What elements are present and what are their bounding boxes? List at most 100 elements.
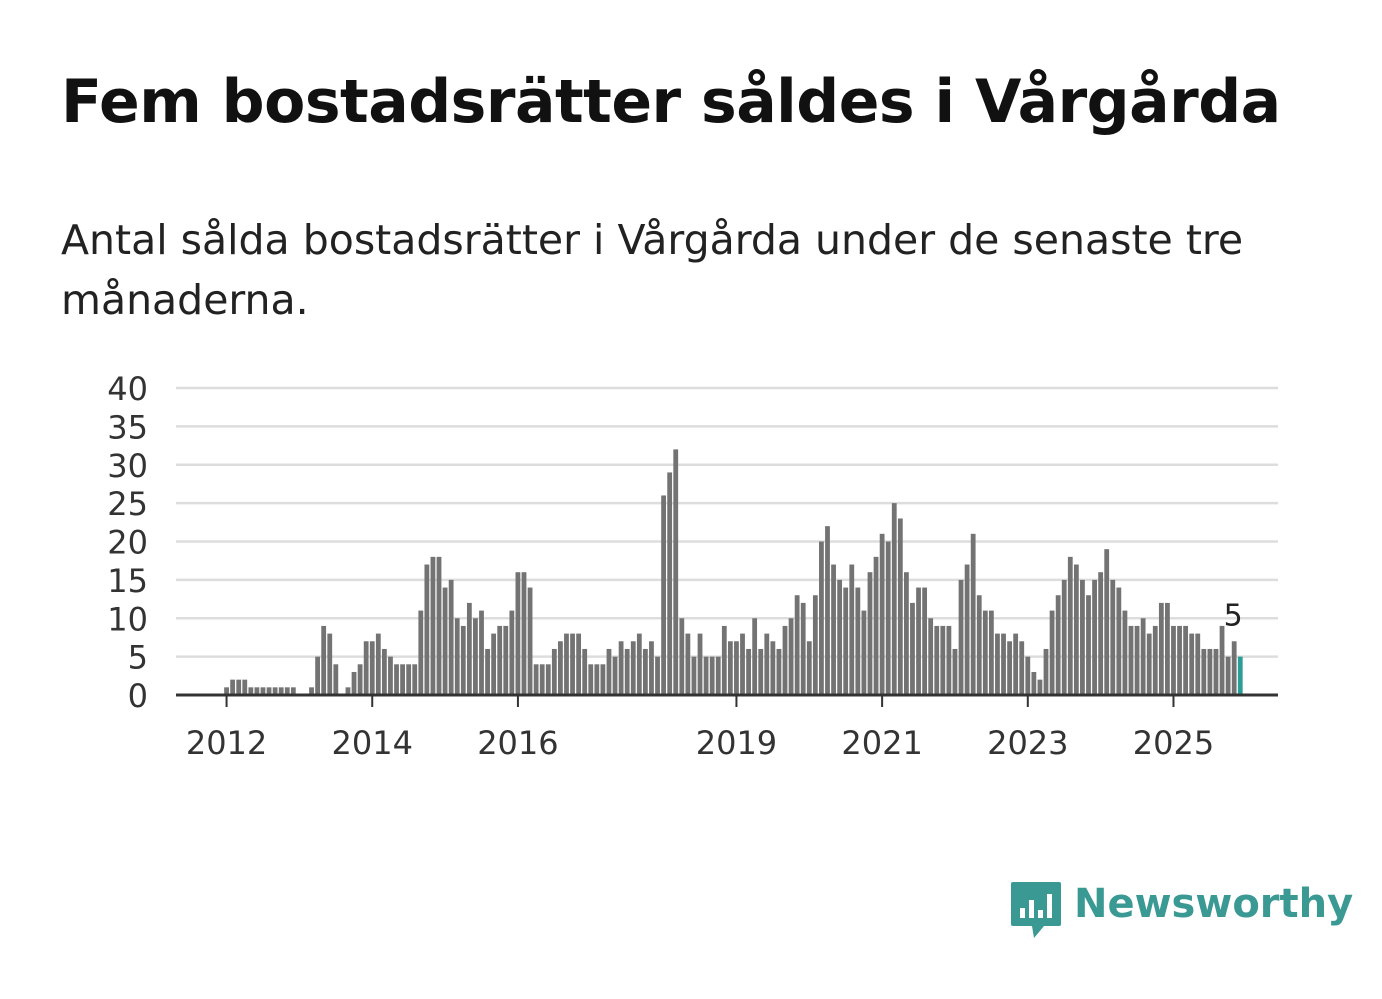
bar — [703, 656, 709, 696]
bar — [1116, 587, 1122, 695]
bar — [1025, 656, 1031, 696]
bar — [509, 610, 515, 695]
bar — [873, 556, 879, 695]
bar — [770, 641, 776, 695]
bar — [290, 687, 296, 695]
y-tick-label: 40 — [107, 370, 148, 408]
x-tick-label: 2025 — [1133, 724, 1214, 762]
bar — [315, 656, 321, 696]
bar — [782, 625, 788, 695]
bar — [655, 656, 660, 696]
bar — [1122, 610, 1128, 695]
bar — [861, 610, 867, 695]
x-tick-label: 2019 — [696, 724, 777, 762]
bar — [934, 625, 940, 695]
bar — [988, 610, 994, 695]
bar — [697, 633, 703, 695]
bar — [661, 495, 666, 695]
bars — [224, 449, 1243, 696]
newsworthy-brand: Newsworthy — [1010, 878, 1353, 942]
y-tick-label: 15 — [107, 562, 148, 600]
bar — [1231, 641, 1237, 695]
bar — [897, 518, 903, 695]
bar — [606, 648, 612, 695]
x-tick-label: 2014 — [332, 724, 413, 762]
annotations: 5 — [1224, 598, 1243, 633]
bar — [1158, 602, 1164, 695]
y-tick-label: 10 — [107, 600, 148, 638]
bar — [721, 625, 727, 695]
bar — [612, 656, 618, 696]
bar-highlight — [1237, 656, 1243, 696]
bar — [734, 641, 739, 695]
bar — [709, 656, 715, 696]
bar — [642, 648, 648, 695]
bar — [1049, 610, 1055, 695]
bar — [479, 610, 484, 695]
bar — [673, 449, 679, 695]
bar — [995, 633, 1000, 695]
bar — [1146, 633, 1152, 695]
bar — [448, 579, 454, 696]
last-value-label: 5 — [1224, 598, 1243, 633]
bar — [327, 633, 333, 695]
bar — [503, 625, 509, 695]
bar — [1110, 579, 1116, 696]
bar — [958, 579, 964, 696]
bar — [1073, 564, 1079, 695]
bar — [588, 664, 594, 695]
bar — [1001, 633, 1006, 695]
bar — [630, 641, 636, 695]
x-tick-label: 2012 — [186, 724, 267, 762]
bar — [418, 610, 424, 695]
bar — [466, 602, 472, 695]
bar — [497, 625, 503, 695]
bar — [667, 472, 673, 695]
bar — [1213, 648, 1219, 695]
bar — [515, 572, 521, 695]
bar — [746, 648, 751, 695]
bar — [800, 602, 806, 695]
bar — [1165, 602, 1170, 695]
bar — [849, 564, 855, 695]
bar — [454, 618, 460, 695]
bar — [424, 564, 430, 695]
bar — [618, 641, 624, 695]
bar — [369, 641, 375, 695]
bar — [533, 664, 539, 695]
bar — [564, 633, 569, 695]
bar — [1086, 595, 1091, 695]
bar — [1201, 648, 1207, 695]
bar — [1177, 625, 1182, 695]
bar — [594, 664, 600, 695]
bar — [539, 664, 545, 695]
bar — [284, 687, 290, 695]
bar — [649, 641, 654, 695]
bar — [691, 656, 697, 696]
bar — [946, 625, 952, 695]
bar — [309, 687, 314, 695]
y-tick-label: 25 — [107, 485, 148, 523]
bar — [1007, 641, 1012, 695]
bar — [624, 648, 630, 695]
bar — [363, 641, 369, 695]
x-axis: 2012 2014 2016 2019 2021 2023 2025 — [176, 693, 1278, 762]
bar — [819, 541, 824, 695]
bar — [400, 664, 405, 695]
bar — [1104, 549, 1110, 695]
bar — [812, 595, 818, 695]
x-tick-label: 2021 — [841, 724, 922, 762]
bar — [260, 687, 266, 695]
bar — [806, 641, 812, 695]
y-tick-label: 30 — [107, 447, 148, 485]
bar — [867, 572, 873, 695]
bar — [1152, 625, 1158, 695]
bar — [485, 648, 490, 695]
x-tick-label: 2023 — [987, 724, 1068, 762]
bar — [740, 633, 745, 695]
bar — [582, 648, 588, 695]
bar — [891, 503, 897, 696]
bar — [442, 587, 448, 695]
bar — [952, 648, 958, 695]
bar — [982, 610, 988, 695]
